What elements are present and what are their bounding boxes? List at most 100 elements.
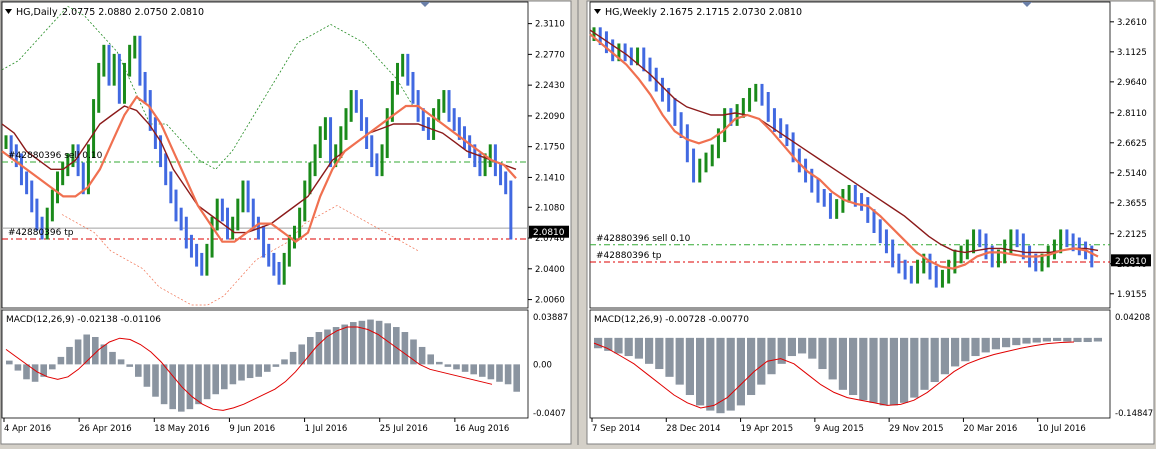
fast-moving-average bbox=[1, 95, 517, 244]
macd-histogram-bar bbox=[757, 337, 766, 385]
macd-histogram-bar bbox=[289, 351, 297, 365]
take-profit-label: #42880396 tp bbox=[8, 228, 74, 238]
macd-histogram-bar bbox=[910, 337, 919, 398]
macd-histogram-bar bbox=[212, 364, 219, 395]
price-tick-label: 3.1125 bbox=[1117, 48, 1147, 58]
macd-histogram-bar bbox=[991, 337, 1000, 350]
triangle-down-icon[interactable] bbox=[594, 9, 601, 14]
time-tick-label: 1 Jul 2016 bbox=[305, 424, 348, 434]
time-tick-label: 10 Jul 2016 bbox=[1038, 424, 1086, 434]
macd-histogram-bar bbox=[375, 320, 383, 365]
macd-histogram-bar bbox=[787, 337, 796, 357]
time-tick-label: 19 Apr 2015 bbox=[741, 424, 794, 434]
chart-window-weekly[interactable]: #42880396 sell 0.10#42880396 tp 3.26103.… bbox=[586, 0, 1155, 445]
macd-histogram-bar bbox=[14, 364, 22, 371]
macd-histogram-bar bbox=[1032, 337, 1041, 343]
price-tick-label: 2.2430 bbox=[535, 81, 565, 91]
macd-histogram-bar bbox=[479, 364, 486, 377]
macd-histogram-bar bbox=[23, 364, 30, 380]
macd-histogram-bar bbox=[83, 334, 90, 365]
macd-histogram-bar bbox=[696, 337, 705, 406]
macd-histogram-bar bbox=[195, 364, 202, 405]
price-tick-label: 2.6625 bbox=[1117, 139, 1147, 149]
price-tick-label: 2.2770 bbox=[535, 50, 565, 60]
weekly-macd-series bbox=[593, 337, 1102, 414]
current-price-badge bbox=[1111, 254, 1151, 267]
time-tick-label: 9 Aug 2015 bbox=[815, 424, 864, 434]
macd-tick-label: -0.14847 bbox=[1115, 409, 1153, 419]
bollinger-upper-line bbox=[1, 5, 414, 170]
slow-moving-average bbox=[589, 29, 1099, 254]
macd-histogram-bar bbox=[57, 356, 65, 365]
time-tick-label: 29 Nov 2015 bbox=[889, 424, 943, 434]
weekly-ohlc-header: 2.1675 2.1715 2.0730 2.0810 bbox=[660, 7, 802, 18]
time-tick-label: 16 Aug 2016 bbox=[455, 424, 509, 434]
macd-histogram-bar bbox=[384, 323, 391, 365]
weekly-macd-label: MACD(12,26,9) -0.00728 -0.00770 bbox=[594, 315, 749, 325]
macd-histogram-bar bbox=[940, 337, 949, 375]
macd-histogram-bar bbox=[160, 364, 168, 405]
macd-histogram-bar bbox=[767, 337, 776, 375]
window-splitter[interactable] bbox=[574, 0, 584, 445]
macd-histogram-bar bbox=[109, 351, 116, 365]
time-tick-label: 26 Apr 2016 bbox=[79, 424, 132, 434]
macd-histogram-bar bbox=[31, 364, 39, 382]
macd-histogram-bar bbox=[307, 336, 314, 365]
weekly-axes: 3.2610 3.1125 2.9640 2.8110 2.6625 2.5140 2.36… bbox=[591, 18, 1153, 434]
macd-histogram-bar bbox=[324, 329, 331, 365]
macd-histogram-bar bbox=[444, 364, 452, 367]
macd-histogram-bar bbox=[798, 337, 807, 354]
weekly-price-pane[interactable] bbox=[589, 1, 1111, 309]
daily-macd-label: MACD(12,26,9) -0.02138 -0.01106 bbox=[6, 315, 161, 325]
price-tick-label: 2.2125 bbox=[1117, 230, 1147, 240]
macd-histogram-bar bbox=[920, 337, 929, 390]
macd-histogram-bar bbox=[186, 364, 194, 410]
macd-histogram-bar bbox=[634, 337, 643, 359]
time-tick-label: 18 May 2016 bbox=[154, 424, 209, 434]
price-tick-label: 3.2610 bbox=[1117, 18, 1147, 28]
price-tick-label: 2.1080 bbox=[535, 203, 565, 213]
time-tick-label: 9 Jun 2016 bbox=[229, 424, 275, 434]
macd-histogram-bar bbox=[401, 332, 409, 365]
daily-symbol: HG,Daily bbox=[16, 7, 58, 18]
macd-histogram-bar bbox=[971, 337, 980, 357]
macd-histogram-bar bbox=[40, 364, 47, 377]
macd-histogram-bar bbox=[838, 337, 847, 390]
macd-histogram-bar bbox=[1073, 337, 1082, 343]
macd-histogram-bar bbox=[706, 337, 715, 411]
macd-histogram-bar bbox=[49, 364, 56, 370]
macd-histogram-bar bbox=[341, 324, 348, 365]
macd-histogram-bar bbox=[315, 332, 323, 365]
macd-tick-label: 0.03887 bbox=[533, 313, 568, 323]
macd-histogram-bar bbox=[1022, 337, 1031, 344]
macd-histogram-bar bbox=[900, 337, 909, 403]
macd-histogram-bar bbox=[229, 364, 237, 385]
chart-window-daily[interactable]: #42880396 sell 0.10#42880396 tp 2.31102.… bbox=[0, 0, 572, 445]
macd-histogram-bar bbox=[726, 337, 735, 411]
macd-histogram-bar bbox=[393, 327, 400, 365]
macd-histogram-bar bbox=[859, 337, 868, 401]
macd-histogram-bar bbox=[126, 364, 133, 367]
macd-histogram-bar bbox=[1063, 337, 1072, 342]
triangle-down-icon[interactable] bbox=[5, 9, 12, 14]
macd-histogram-bar bbox=[152, 364, 159, 397]
macd-histogram-bar bbox=[169, 364, 176, 410]
macd-histogram-bar bbox=[453, 364, 460, 370]
macd-histogram-bar bbox=[1053, 337, 1062, 341]
macd-tick-label: 0.00 bbox=[533, 360, 552, 370]
macd-signal-line bbox=[593, 341, 1075, 409]
macd-histogram-bar bbox=[808, 337, 817, 359]
price-tick-label: 2.9640 bbox=[1117, 78, 1147, 88]
macd-histogram-bar bbox=[777, 337, 786, 364]
price-tick-label: 2.8110 bbox=[1117, 109, 1147, 119]
triangle-down-icon[interactable] bbox=[1022, 2, 1032, 7]
macd-histogram-bar bbox=[1093, 337, 1102, 342]
daily-ohlc-header: 2.0775 2.0880 2.0750 2.0810 bbox=[62, 7, 204, 18]
time-tick-label: 4 Apr 2016 bbox=[4, 424, 51, 434]
price-tick-label: 2.0060 bbox=[535, 296, 565, 306]
macd-histogram-bar bbox=[74, 339, 82, 365]
weekly-symbol: HG,Weekly bbox=[605, 7, 657, 18]
triangle-down-icon[interactable] bbox=[420, 2, 430, 7]
